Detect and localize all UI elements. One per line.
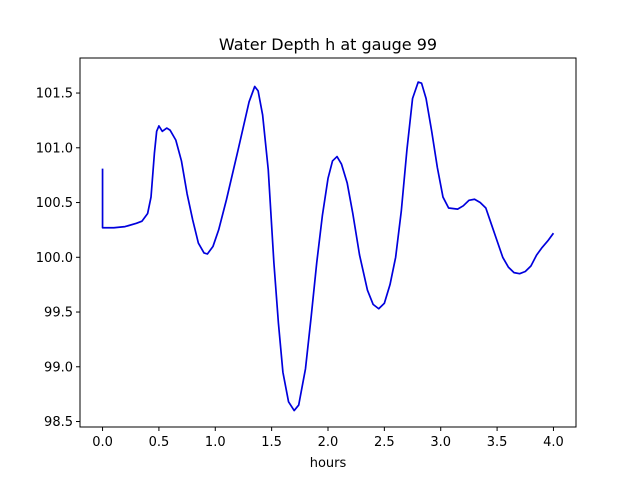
y-tick-label: 98.5: [44, 415, 73, 430]
y-tick-label: 101.0: [36, 141, 73, 156]
x-tick-label: 0.5: [149, 435, 170, 450]
x-tick-label: 1.0: [205, 435, 226, 450]
x-axis-label: hours: [310, 456, 347, 471]
x-axis: 0.0 0.5 1.0 1.5 2.0 2.5 3.0 3.5 4.0: [92, 427, 564, 450]
plot-frame: [79, 57, 577, 428]
series-line-0: [101, 81, 555, 412]
x-tick-label: 3.0: [430, 435, 451, 450]
x-tick-label: 3.5: [487, 435, 508, 450]
x-tick-label: 2.5: [374, 435, 395, 450]
y-tick-label: 101.5: [36, 87, 73, 102]
x-tick-label: 1.5: [261, 435, 282, 450]
x-tick-label: 4.0: [543, 435, 564, 450]
chart-title: Water Depth h at gauge 99: [219, 35, 437, 54]
y-tick-label: 100.5: [36, 196, 73, 211]
x-tick-label: 0.0: [92, 435, 113, 450]
plot-area: [101, 81, 555, 412]
y-axis: 98.5 99.0 99.5 100.0 100.5 101.0 101.5: [36, 87, 80, 430]
y-tick-label: 99.0: [44, 360, 73, 375]
y-tick-label: 99.5: [44, 306, 73, 321]
x-tick-label: 2.0: [318, 435, 339, 450]
y-tick-label: 100.0: [36, 251, 73, 266]
